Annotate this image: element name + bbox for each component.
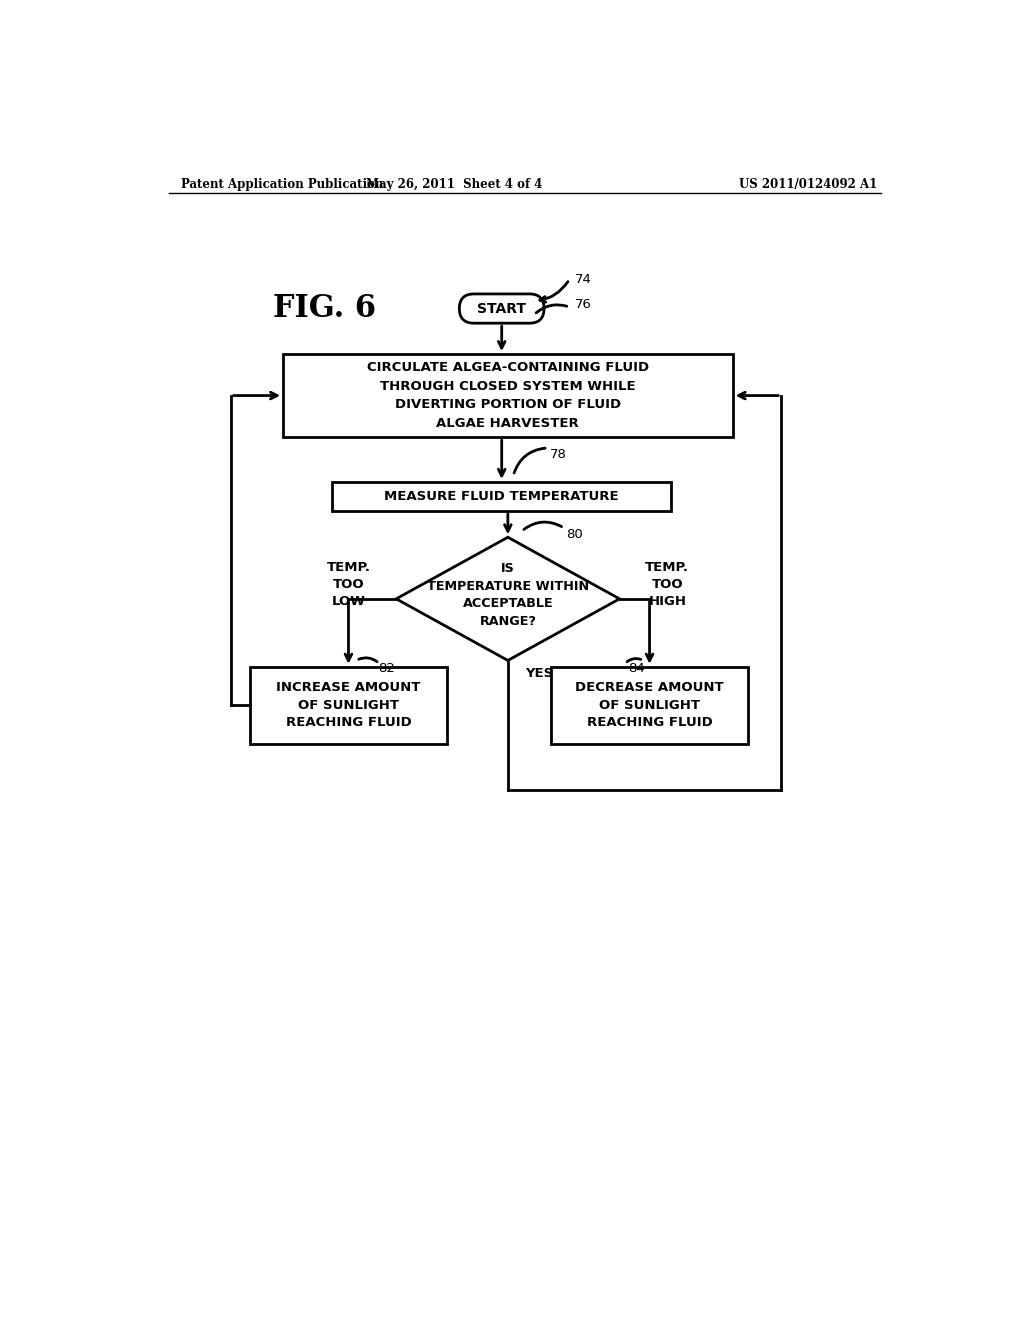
Text: 84: 84 <box>628 661 645 675</box>
Text: DECREASE AMOUNT
OF SUNLIGHT
REACHING FLUID: DECREASE AMOUNT OF SUNLIGHT REACHING FLU… <box>575 681 724 729</box>
Text: May 26, 2011  Sheet 4 of 4: May 26, 2011 Sheet 4 of 4 <box>366 178 542 190</box>
FancyBboxPatch shape <box>283 354 733 437</box>
Text: START: START <box>477 301 526 315</box>
Text: 80: 80 <box>566 528 583 541</box>
FancyBboxPatch shape <box>333 482 671 511</box>
Text: MEASURE FLUID TEMPERATURE: MEASURE FLUID TEMPERATURE <box>384 490 620 503</box>
Text: TEMP.
TOO
LOW: TEMP. TOO LOW <box>327 561 371 609</box>
Polygon shape <box>396 537 620 660</box>
FancyBboxPatch shape <box>551 667 749 743</box>
Text: INCREASE AMOUNT
OF SUNLIGHT
REACHING FLUID: INCREASE AMOUNT OF SUNLIGHT REACHING FLU… <box>276 681 421 729</box>
Text: Patent Application Publication: Patent Application Publication <box>180 178 383 190</box>
FancyBboxPatch shape <box>460 294 544 323</box>
Text: CIRCULATE ALGEA-CONTAINING FLUID
THROUGH CLOSED SYSTEM WHILE
DIVERTING PORTION O: CIRCULATE ALGEA-CONTAINING FLUID THROUGH… <box>367 362 649 430</box>
Text: IS
TEMPERATURE WITHIN
ACCEPTABLE
RANGE?: IS TEMPERATURE WITHIN ACCEPTABLE RANGE? <box>427 562 589 628</box>
Text: 78: 78 <box>550 447 567 461</box>
Text: TEMP.
TOO
HIGH: TEMP. TOO HIGH <box>645 561 689 609</box>
Text: 74: 74 <box>574 273 592 286</box>
Text: US 2011/0124092 A1: US 2011/0124092 A1 <box>739 178 878 190</box>
FancyBboxPatch shape <box>250 667 447 743</box>
Text: 82: 82 <box>378 661 394 675</box>
Text: FIG. 6: FIG. 6 <box>273 293 376 325</box>
Text: YES: YES <box>524 667 553 680</box>
Text: 76: 76 <box>574 298 592 312</box>
